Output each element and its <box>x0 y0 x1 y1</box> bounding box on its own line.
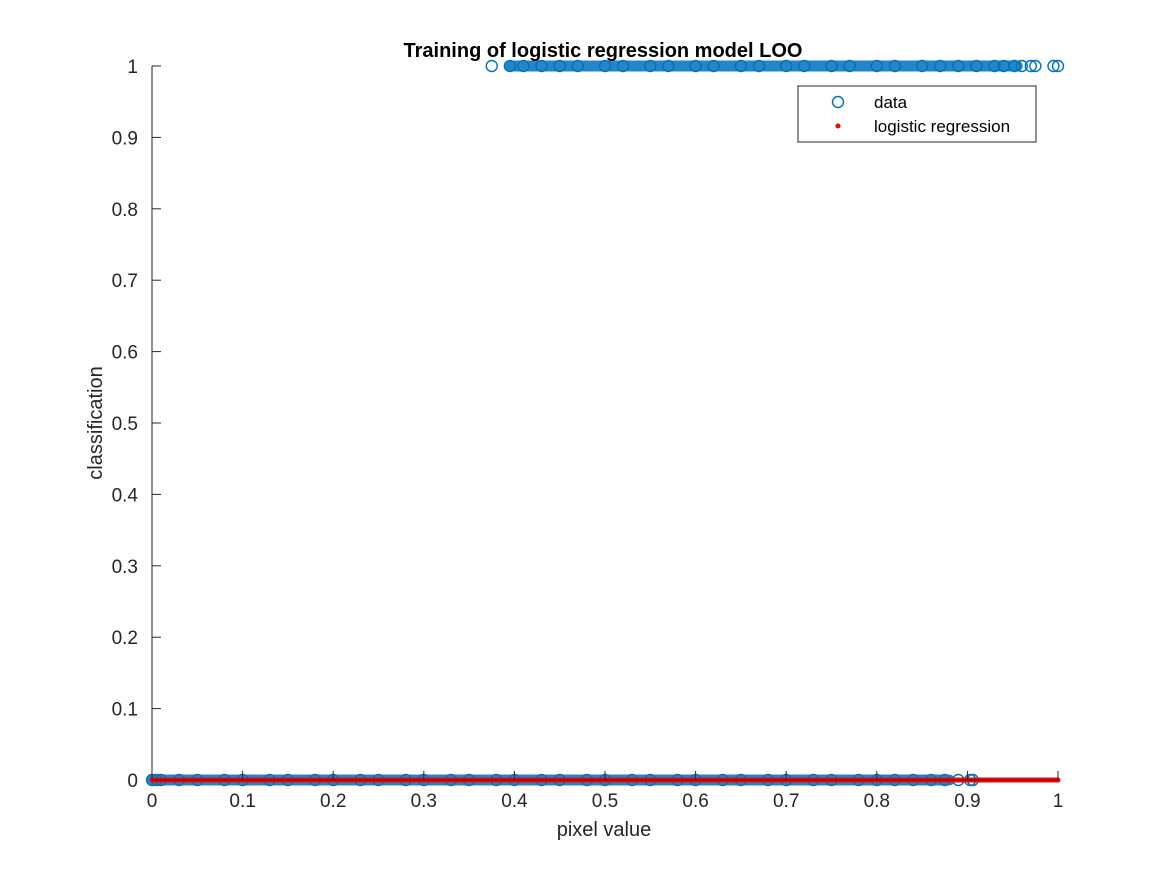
legend-data-marker <box>831 95 845 109</box>
x-tick-label: 0.8 <box>864 791 890 812</box>
x-tick-label: 1 <box>1053 791 1064 812</box>
y-tick-label: 0.1 <box>112 700 138 721</box>
y-axis-label: classification <box>85 366 107 479</box>
data-point <box>1024 59 1038 73</box>
x-tick-label: 0.6 <box>682 791 708 812</box>
y-tick-label: 0.3 <box>112 557 138 578</box>
x-tick-label: 0.9 <box>954 791 980 812</box>
y-tick-label: 0 <box>127 771 138 792</box>
chart-title: Training of logistic regression model LO… <box>404 40 803 62</box>
x-tick-label: 0.3 <box>411 791 437 812</box>
legend-logistic-marker <box>835 123 841 129</box>
x-tick-label: 0.2 <box>320 791 346 812</box>
data-point <box>485 59 498 73</box>
legend-logistic-label: logistic regression <box>874 117 1010 136</box>
x-tick-label: 0.5 <box>592 791 618 812</box>
y-tick-label: 0.5 <box>112 414 138 435</box>
y-tick-label: 1 <box>127 57 138 78</box>
x-tick-label: 0 <box>147 791 158 812</box>
y-tick-label: 0.9 <box>112 128 138 149</box>
y-tick-label: 0.2 <box>112 628 138 649</box>
y-tick-label: 0.7 <box>112 271 138 292</box>
data-point <box>1047 59 1060 73</box>
y-tick-label: 0.6 <box>112 343 138 364</box>
x-tick-label: 0.7 <box>773 791 799 812</box>
data-point <box>1051 59 1065 73</box>
x-tick-label: 0.4 <box>501 791 528 812</box>
y-tick-label: 0.4 <box>112 485 139 506</box>
x-tick-label: 0.1 <box>229 791 255 812</box>
legend-data-label: data <box>874 93 908 112</box>
legend: data logistic regression <box>797 85 1037 143</box>
data-point <box>1029 59 1042 73</box>
legend-box <box>797 85 1037 143</box>
x-axis-label: pixel value <box>557 819 652 841</box>
ticks-layer: 0 0.1 0.2 0.3 0.4 0.5 0.6 0.7 0.8 0.9 1 0 0.1 0.2 0.3 0… <box>112 57 1064 812</box>
y-tick-label: 0.8 <box>112 200 138 221</box>
